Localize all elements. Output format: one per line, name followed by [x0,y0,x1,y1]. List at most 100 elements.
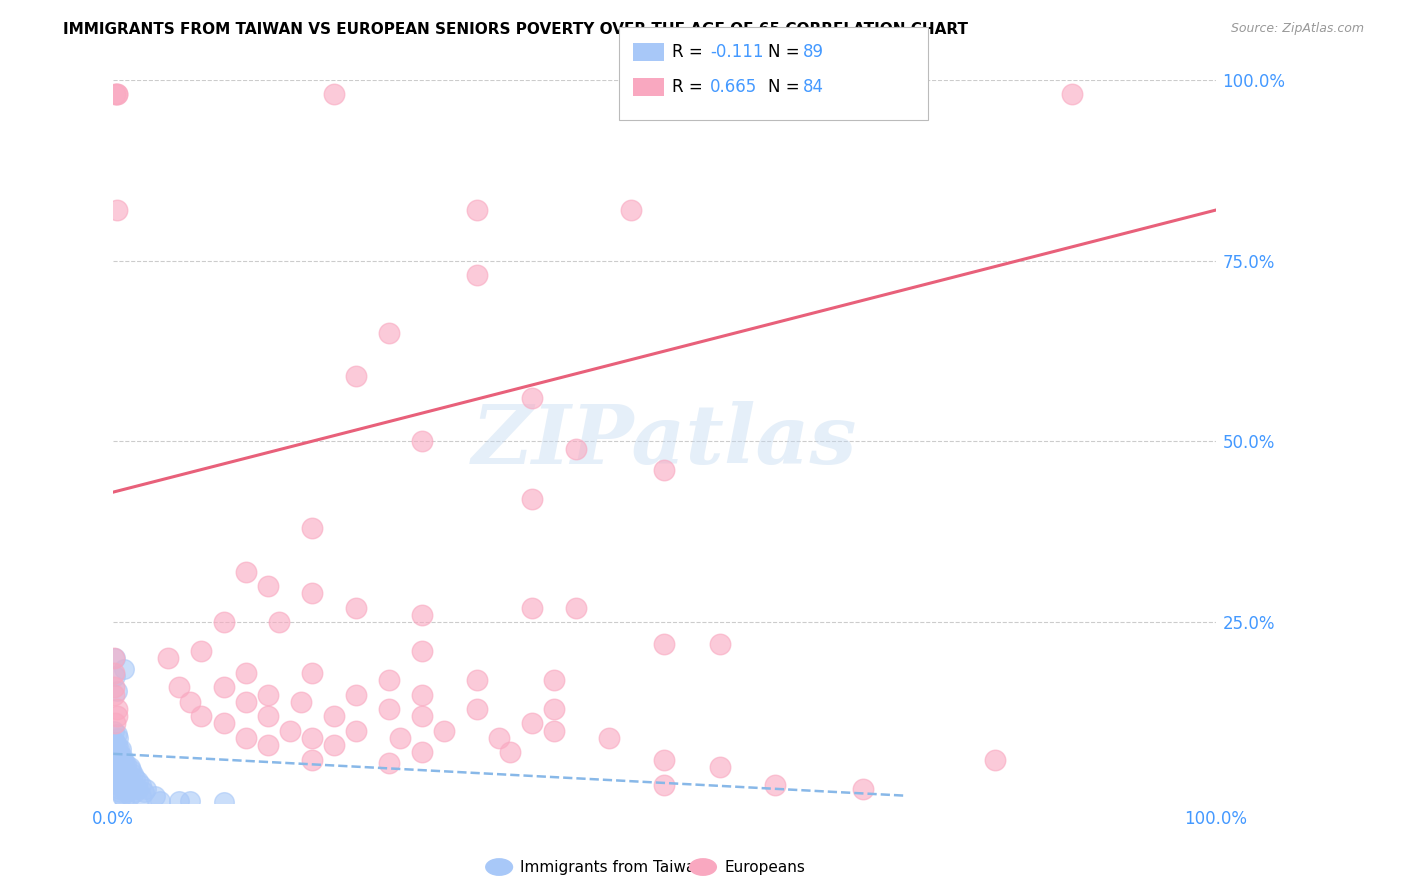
Point [105,756,128,771]
Point [103,734,125,748]
Text: Europeans: Europeans [724,860,806,874]
Point [112,662,135,676]
Point [111,778,134,792]
Point [543,702,565,716]
Point [344,369,367,384]
Point [110,751,132,765]
Point [127,774,149,789]
Point [108,771,131,785]
Point [103,651,125,665]
Point [107,756,129,771]
Point [212,615,235,630]
Point [105,754,128,768]
Point [122,778,145,792]
Point [301,586,323,600]
Point [105,87,128,102]
Point [301,731,323,745]
Point [103,688,125,702]
Point [105,774,128,789]
Point [465,702,488,716]
Text: 84: 84 [803,78,824,96]
Point [103,665,125,680]
Point [118,774,141,789]
Point [108,760,131,774]
Point [115,764,138,778]
Point [107,764,129,778]
Point [378,702,401,716]
Point [124,785,146,799]
Point [620,203,643,218]
Point [520,716,543,731]
Point [105,751,128,765]
Point [565,600,588,615]
Point [212,681,235,695]
Point [104,669,127,683]
Point [256,709,278,723]
Point [411,434,433,449]
Point [103,756,125,771]
Point [107,771,129,785]
Point [179,695,201,709]
Point [520,391,543,405]
Point [112,771,135,785]
Point [120,764,142,778]
Point [322,87,344,102]
Point [129,778,152,792]
Point [103,754,125,768]
Point [235,565,257,579]
Point [120,781,142,796]
Point [107,741,129,756]
Point [111,749,134,764]
Point [114,760,136,774]
Point [488,731,510,745]
Point [378,326,401,340]
Point [104,651,127,665]
Point [105,684,128,698]
Point [104,771,127,785]
Point [105,702,128,716]
Point [388,731,411,745]
Point [179,794,201,808]
Point [104,745,127,759]
Point [984,753,1007,767]
Text: R =: R = [672,78,709,96]
Text: -0.111: -0.111 [710,43,763,61]
Point [256,579,278,593]
Point [378,756,401,771]
Point [322,709,344,723]
Point [1062,87,1084,102]
Point [190,644,212,658]
Text: 0.665: 0.665 [710,78,758,96]
Point [110,741,132,756]
Point [654,463,676,477]
Point [108,764,131,778]
Point [104,760,127,774]
Point [111,789,134,803]
Point [520,492,543,507]
Text: Immigrants from Taiwan: Immigrants from Taiwan [520,860,706,874]
Point [104,756,127,771]
Point [148,794,170,808]
Point [301,753,323,767]
Point [267,615,290,630]
Point [107,751,129,765]
Point [112,792,135,806]
Point [499,745,522,759]
Text: N =: N = [768,43,804,61]
Point [411,644,433,658]
Point [212,795,235,809]
Point [322,738,344,752]
Point [105,709,128,723]
Point [465,673,488,687]
Point [235,731,257,745]
Point [344,723,367,738]
Point [110,767,132,781]
Point [709,760,731,774]
Point [411,688,433,702]
Point [122,767,145,781]
Point [135,781,157,796]
Point [344,600,367,615]
Point [763,778,786,792]
Point [103,760,125,774]
Point [104,754,127,768]
